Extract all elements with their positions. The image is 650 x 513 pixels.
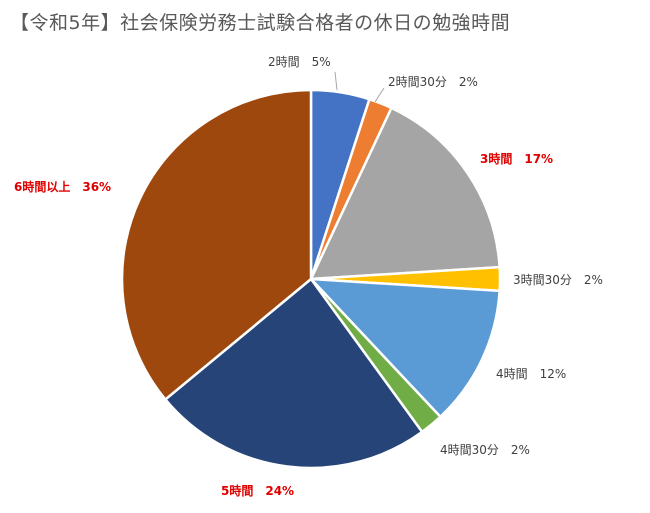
leader-lines: [334, 71, 385, 103]
slice-label-5: 4時間 12%: [496, 367, 566, 381]
slice-label-4: 3時間30分 2%: [513, 273, 603, 287]
pie-slice-8: [120, 88, 313, 401]
pie-slice-5: [309, 277, 501, 419]
pie-slice-3: [309, 106, 501, 281]
slice-label-6: 4時間30分 2%: [440, 443, 530, 457]
slice-label-8: 6時間以上 36%: [14, 179, 111, 194]
chart-title: 【令和5年】社会保険労務士試験合格者の休日の勉強時間: [10, 12, 511, 34]
slice-label-7: 5時間 24%: [221, 483, 294, 498]
slice-label-2: 2時間30分 2%: [388, 75, 478, 89]
slice-label-3: 3時間 17%: [480, 151, 553, 166]
leader-line-2: [374, 87, 385, 103]
pie-slices: [120, 88, 502, 470]
pie-slice-7: [164, 277, 424, 470]
slice-labels: 2時間 5% 2時間30分 2% 3時間 17% 3時間30分 2% 4時間 12% 4時…: [14, 55, 603, 498]
leader-line-1: [334, 71, 338, 91]
slice-label-1: 2時間 5%: [268, 55, 331, 69]
